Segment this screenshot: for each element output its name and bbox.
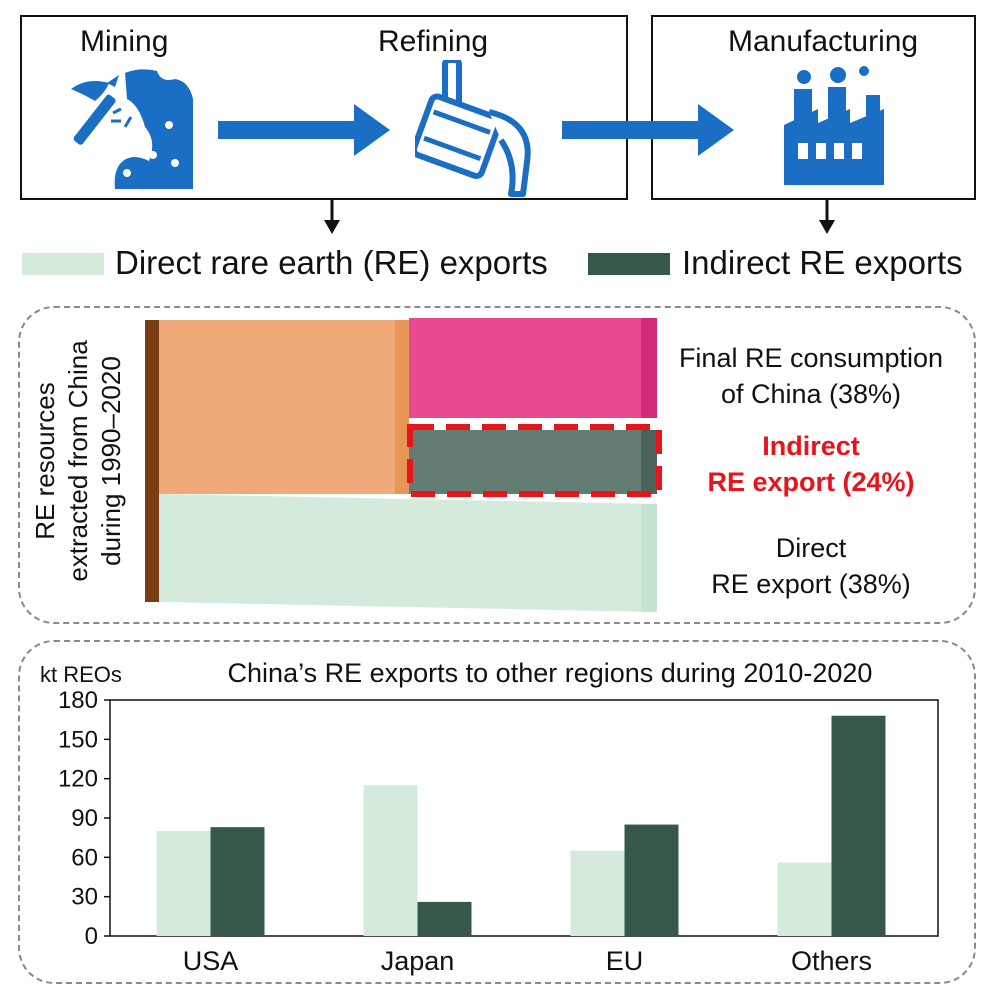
sankey-source-bar [145, 320, 159, 602]
mining-label: Mining [80, 25, 169, 58]
indirect-export-line-1: Indirect [762, 431, 860, 461]
bar-others-indirect [831, 715, 886, 936]
sankey-indirect-highlight [407, 424, 662, 497]
legend-direct-label: Direct rare earth (RE) exports [115, 244, 548, 281]
factory-icon [784, 66, 884, 185]
pickaxe-rock-icon [71, 69, 193, 189]
bar-japan-direct [363, 785, 418, 936]
indirect-export-label: Indirect RE export (24%) [656, 428, 966, 500]
sankey-node-indirect-export [641, 430, 657, 494]
bar-chart: China’s RE exports to other regions duri… [40, 658, 939, 976]
bar-eu-direct [570, 850, 625, 936]
direct-export-line-2: RE export (38%) [711, 569, 911, 599]
sankey-node-direct-export [641, 504, 657, 612]
chart-y-label: kt REOs [40, 662, 122, 687]
source-label-line-3: during 1990–2020 [96, 356, 126, 566]
y-tick-label: 90 [71, 805, 98, 832]
x-tick-label: EU [606, 946, 644, 976]
final-consumption-line-1: Final RE consumption [678, 343, 944, 373]
source-label-line-1: RE resources [30, 382, 60, 540]
y-axis-ticks: 0 30 60 90 120 150 180 [58, 687, 110, 950]
final-consumption-line-2: of China (38%) [720, 379, 902, 409]
legend-indirect-label: Indirect RE exports [682, 244, 963, 281]
bar-usa-direct [156, 831, 211, 936]
sankey-node-final-consumption [641, 318, 657, 418]
chart-title: China’s RE exports to other regions duri… [228, 658, 873, 688]
x-axis-labels: USA Japan EU Others [183, 946, 872, 976]
manufacturing-output-arrow [819, 200, 835, 234]
mining-to-refining-arrow [218, 104, 390, 156]
legend-indirect-swatch [588, 253, 670, 275]
y-tick-label: 30 [71, 884, 98, 911]
sankey-source-label: RE resources extracted from China during… [29, 331, 129, 591]
indirect-export-line-2: RE export (24%) [707, 467, 915, 497]
bar-eu-indirect [624, 824, 679, 936]
y-tick-label: 60 [71, 844, 98, 871]
bar-others-direct [777, 862, 832, 936]
refining-to-manufacturing-arrow [562, 104, 734, 156]
x-tick-label: Japan [381, 946, 455, 976]
refining-output-arrow [324, 200, 340, 234]
direct-export-line-1: Direct [775, 533, 847, 563]
y-tick-label: 150 [58, 726, 98, 753]
x-tick-label: Others [791, 946, 872, 976]
bars [156, 715, 886, 936]
legend-direct-swatch [22, 253, 104, 275]
pouring-ladle-icon [415, 60, 531, 197]
bar-japan-indirect [417, 901, 472, 936]
y-tick-label: 180 [58, 687, 98, 714]
sankey-processed-node [395, 320, 409, 494]
sankey-processed-flow [159, 320, 395, 494]
manufacturing-label: Manufacturing [728, 25, 919, 58]
refining-label: Refining [378, 25, 489, 58]
x-tick-label: USA [183, 946, 239, 976]
bar-chart-panel [18, 640, 976, 984]
source-label-line-2: extracted from China [63, 340, 93, 582]
sankey-flow-direct-export [159, 494, 657, 612]
sankey-diagram [145, 318, 662, 612]
y-tick-label: 120 [58, 766, 98, 793]
sankey-flow-final-consumption [409, 318, 641, 418]
y-tick-label: 0 [85, 923, 98, 950]
bar-usa-indirect [210, 827, 265, 936]
final-consumption-label: Final RE consumption of China (38%) [656, 340, 966, 412]
sankey-panel [18, 306, 976, 624]
sankey-flow-indirect-export [409, 430, 641, 494]
direct-export-label: Direct RE export (38%) [656, 530, 966, 602]
